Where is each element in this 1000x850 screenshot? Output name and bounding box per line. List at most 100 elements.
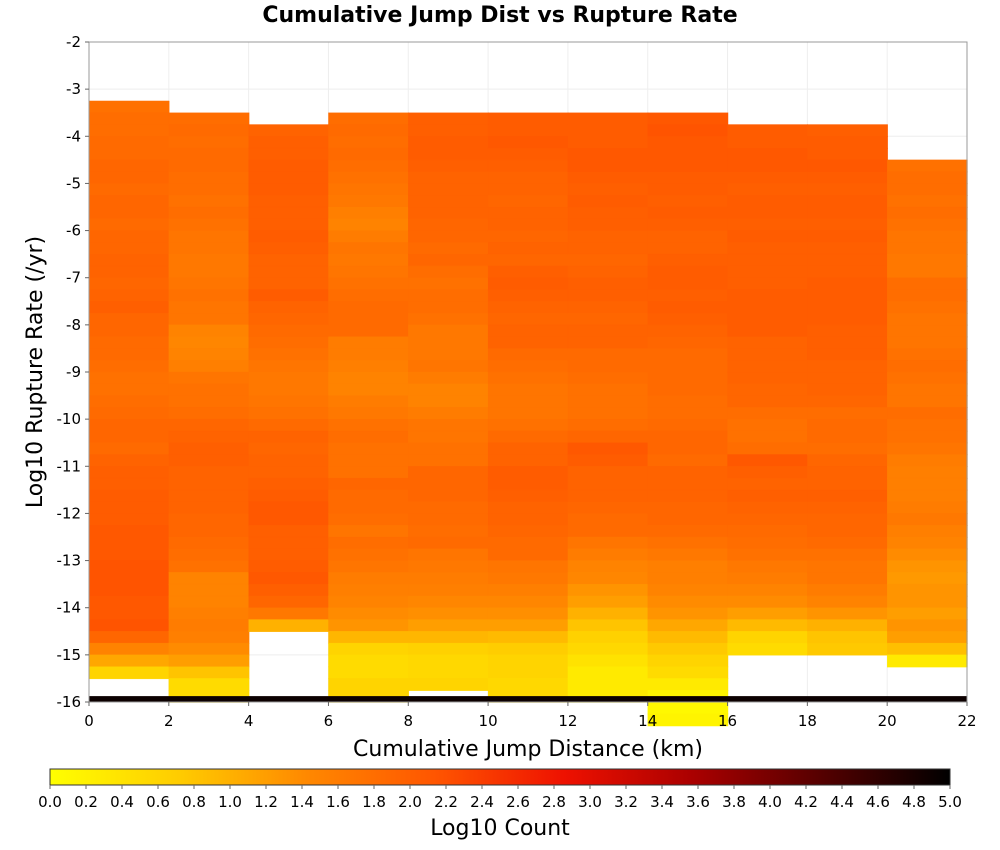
y-tick-label: -14 xyxy=(57,599,82,617)
heatmap-cell xyxy=(647,395,729,409)
heatmap-cell xyxy=(647,195,729,208)
heatmap-cell xyxy=(168,454,250,467)
heatmap-cell xyxy=(168,395,250,409)
heatmap-cell xyxy=(487,395,569,409)
y-tick-label: -13 xyxy=(57,552,82,570)
heatmap-cell xyxy=(168,312,250,326)
y-tick-label: -15 xyxy=(57,646,82,664)
heatmap-cell xyxy=(328,583,409,597)
heatmap-cell xyxy=(567,383,649,397)
heatmap-cell xyxy=(567,477,649,491)
heatmap-cell xyxy=(887,407,968,420)
heatmap-cell xyxy=(88,442,170,456)
heatmap-cell xyxy=(168,631,250,644)
heatmap-cell xyxy=(408,395,489,409)
colorbar-tick-label: 3.2 xyxy=(614,793,638,811)
heatmap-cell xyxy=(328,147,409,161)
heatmap-cell xyxy=(328,230,409,244)
heatmap-cell xyxy=(487,583,569,597)
heatmap-cell xyxy=(887,501,968,515)
heatmap-cell xyxy=(408,477,489,491)
heatmap-cell xyxy=(807,371,888,385)
heatmap-cells xyxy=(88,100,968,727)
heatmap-cell xyxy=(328,536,409,550)
colorbar-tick-label: 2.6 xyxy=(506,793,530,811)
heatmap-cell xyxy=(887,642,968,656)
heatmap-cell xyxy=(727,631,809,644)
heatmap-cell xyxy=(408,442,489,456)
heatmap-cell xyxy=(807,513,888,526)
heatmap-cell xyxy=(328,253,409,267)
heatmap-cell xyxy=(408,289,489,302)
heatmap-cell xyxy=(887,442,968,456)
heatmap-cell xyxy=(248,418,330,432)
heatmap-cell xyxy=(807,183,888,196)
colorbar-tick-label: 4.8 xyxy=(902,793,926,811)
heatmap-cell xyxy=(727,572,809,585)
heatmap-cell xyxy=(487,195,569,208)
heatmap-cell xyxy=(647,477,729,491)
heatmap-cell xyxy=(408,501,489,515)
heatmap-cell xyxy=(807,324,888,338)
heatmap-cell xyxy=(487,572,569,585)
heatmap-cell xyxy=(727,124,809,137)
heatmap-cell xyxy=(248,218,330,232)
heatmap-cell xyxy=(328,454,409,467)
heatmap-cell xyxy=(647,513,729,526)
heatmap-cell xyxy=(408,407,489,420)
heatmap-cell xyxy=(727,230,809,244)
heatmap-cell xyxy=(487,407,569,420)
heatmap-cell xyxy=(647,583,729,597)
heatmap-cell xyxy=(88,666,170,680)
heatmap-cell xyxy=(727,183,809,196)
heatmap-cell xyxy=(248,265,330,279)
colorbar-tick-label: 1.4 xyxy=(290,793,314,811)
heatmap-cell xyxy=(408,253,489,267)
heatmap-cell xyxy=(567,466,649,479)
heatmap-cell xyxy=(328,525,409,538)
heatmap-cell xyxy=(408,548,489,562)
heatmap-cell xyxy=(887,289,968,302)
heatmap-cell xyxy=(887,383,968,397)
heatmap-cell xyxy=(487,124,569,137)
heatmap-cell xyxy=(328,112,409,126)
heatmap-cell xyxy=(727,489,809,503)
heatmap-cell xyxy=(887,595,968,609)
x-tick-label: 12 xyxy=(558,712,577,730)
heatmap-cell xyxy=(487,230,569,244)
heatmap-cell xyxy=(88,336,170,350)
heatmap-cell xyxy=(727,536,809,550)
heatmap-cell xyxy=(328,489,409,503)
heatmap-cell xyxy=(487,218,569,232)
heatmap-cell xyxy=(567,489,649,503)
heatmap-cell xyxy=(248,442,330,456)
heatmap-cell xyxy=(328,501,409,515)
heatmap-cell xyxy=(248,395,330,409)
heatmap-cell xyxy=(887,525,968,538)
heatmap-cell xyxy=(887,183,968,196)
colorbar-tick-label: 0.6 xyxy=(146,793,170,811)
x-axis-ticks: 0 2 4 6 8 10 12 14 16 18 20 22 xyxy=(84,702,977,730)
heatmap-cell xyxy=(88,513,170,526)
heatmap-cell xyxy=(727,442,809,456)
heatmap-cell xyxy=(807,525,888,538)
heatmap-cell xyxy=(647,666,729,680)
heatmap-cell xyxy=(408,513,489,526)
heatmap-cell xyxy=(487,631,569,644)
heatmap-cell xyxy=(408,324,489,338)
heatmap-cell xyxy=(487,171,569,185)
heatmap-cell xyxy=(887,312,968,326)
heatmap-cell xyxy=(647,489,729,503)
heatmap-cell xyxy=(168,206,250,220)
heatmap-cell xyxy=(487,147,569,161)
y-tick-label: -9 xyxy=(66,363,81,381)
heatmap-cell xyxy=(328,631,409,644)
heatmap-cell xyxy=(168,513,250,526)
colorbar-tick-label: 2.0 xyxy=(398,793,422,811)
heatmap-cell xyxy=(807,501,888,515)
heatmap-cell xyxy=(567,430,649,444)
heatmap-cell xyxy=(328,136,409,149)
heatmap-cell xyxy=(487,312,569,326)
heatmap-cell xyxy=(807,242,888,255)
heatmap-cell xyxy=(408,124,489,137)
